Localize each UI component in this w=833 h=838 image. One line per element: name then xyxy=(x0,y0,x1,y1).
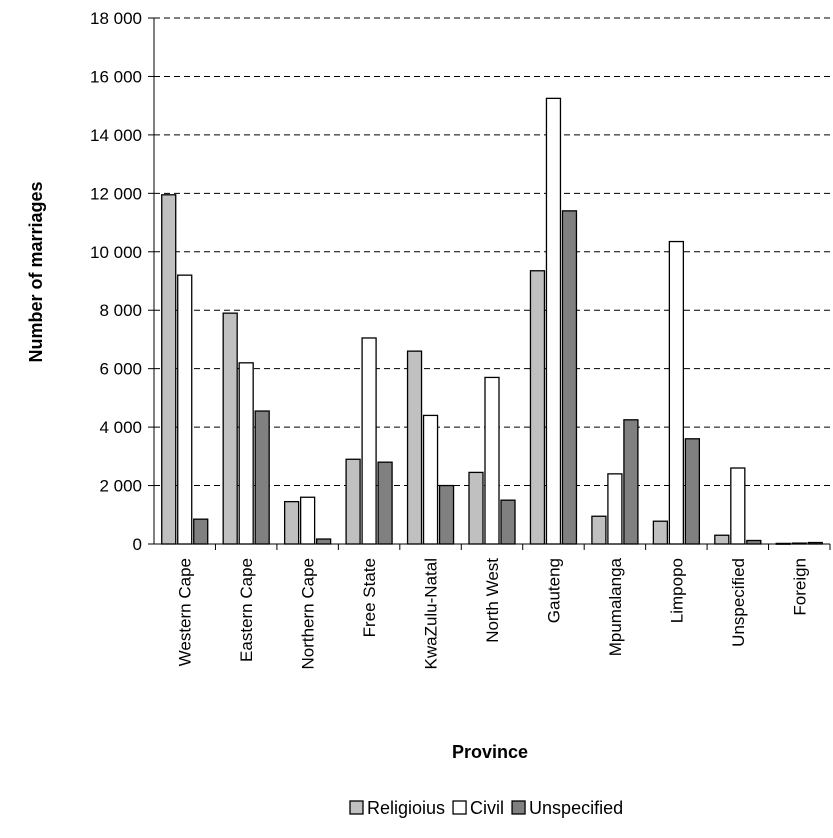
x-tick-label: Eastern Cape xyxy=(237,558,256,662)
y-tick-label: 10 000 xyxy=(90,243,142,262)
bar-unspecified xyxy=(623,419,639,545)
bar-unspecified xyxy=(684,438,701,545)
x-tick-label: Northern Cape xyxy=(299,558,318,670)
bar-civil xyxy=(668,240,685,545)
y-tick-label: 18 000 xyxy=(90,9,142,28)
y-tick-label: 14 000 xyxy=(90,126,142,145)
x-tick-label: Unspecified xyxy=(729,558,748,647)
bars xyxy=(161,97,823,545)
bar-unspecified xyxy=(315,538,332,545)
bar-unspecified xyxy=(500,499,516,545)
x-tick-label: Limpopo xyxy=(667,558,686,623)
y-tick-label: 0 xyxy=(133,535,142,554)
bar-religioius xyxy=(283,500,300,545)
x-tick-label: Gauteng xyxy=(544,558,563,623)
bar-civil xyxy=(177,274,193,545)
y-tick-label: 6 000 xyxy=(99,360,142,379)
bar-religioius xyxy=(161,194,177,545)
y-tick-label: 8 000 xyxy=(99,301,142,320)
x-tick-label: North West xyxy=(483,558,502,643)
legend-swatch xyxy=(511,800,526,815)
x-tick-label: KwaZulu-Natal xyxy=(422,558,441,670)
y-tick-label: 2 000 xyxy=(99,477,142,496)
bar-religioius xyxy=(468,471,484,545)
x-tick-label: Mpumalanga xyxy=(606,557,625,656)
bar-civil xyxy=(361,337,377,545)
legend-label: Religioius xyxy=(367,798,445,818)
bar-unspecified xyxy=(438,484,455,545)
legend-label: Civil xyxy=(470,798,504,818)
bar-civil xyxy=(545,97,562,545)
axes xyxy=(148,17,831,550)
bar-civil xyxy=(607,473,623,545)
bar-religioius xyxy=(591,515,607,545)
y-tick-label: 12 000 xyxy=(90,184,142,203)
x-axis-title: Province xyxy=(452,742,528,762)
bar-civil xyxy=(238,362,254,545)
legend: Religioius Civil Unspecified xyxy=(349,798,623,818)
x-tick-label: Free State xyxy=(360,558,379,637)
bar-religioius xyxy=(222,312,238,545)
bar-religioius xyxy=(714,534,730,545)
legend-swatch xyxy=(452,800,467,815)
bar-unspecified xyxy=(561,210,578,545)
bar-unspecified xyxy=(746,539,762,545)
y-axis-title: Number of marriages xyxy=(26,181,46,362)
bar-civil xyxy=(730,467,746,545)
bar-civil xyxy=(422,414,439,545)
bar-unspecified xyxy=(377,461,393,545)
x-tick-label: Western Cape xyxy=(176,558,195,666)
bar-unspecified xyxy=(254,410,270,545)
bar-religioius xyxy=(345,458,361,545)
bar-unspecified xyxy=(193,518,209,545)
bar-religioius xyxy=(652,520,669,545)
bar-religioius xyxy=(406,350,423,545)
bar-civil xyxy=(484,376,500,545)
legend-swatch xyxy=(349,800,364,815)
tick-labels: 0 2 000 4 000 6 000 8 000 10 000 12 000 14 000 1… xyxy=(90,9,809,670)
y-tick-label: 16 000 xyxy=(90,67,142,86)
legend-label: Unspecified xyxy=(529,798,623,818)
bar-religioius xyxy=(529,270,546,545)
x-tick-label: Foreign xyxy=(790,558,809,616)
y-tick-label: 4 000 xyxy=(99,418,142,437)
bar-civil xyxy=(299,496,316,545)
